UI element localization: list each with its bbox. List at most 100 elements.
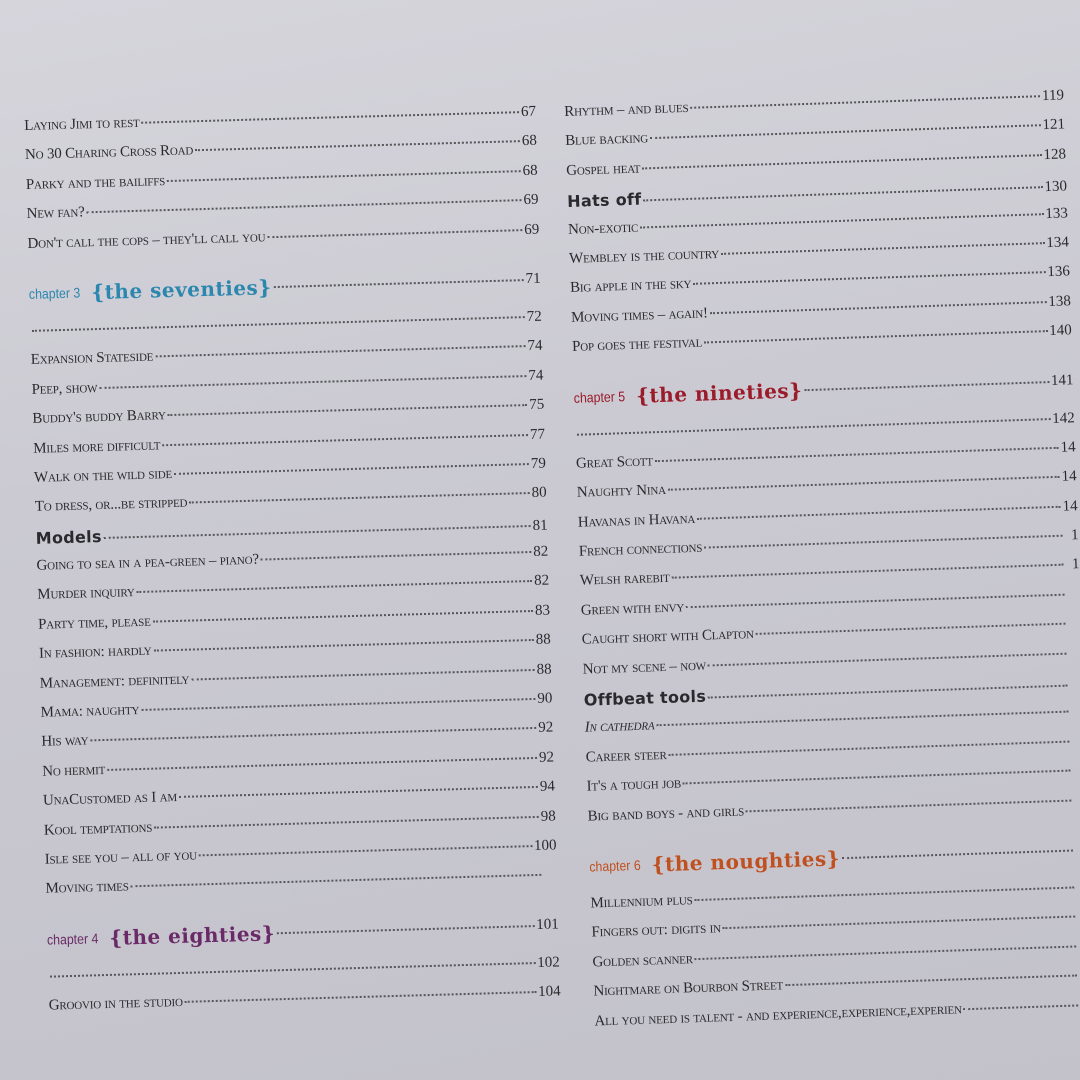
entry-title: Groovio in the studio: [48, 994, 183, 1014]
page-number: 83: [534, 602, 551, 619]
toc-right-column: Rhythm – and blues 119 Blue backing 121 Gosp…: [564, 87, 1080, 1042]
entry-title: It's a tough job: [586, 775, 682, 795]
page-number: 134: [1046, 234, 1070, 252]
dot-leader: [709, 300, 1047, 315]
dot-leader: [162, 433, 529, 446]
page-number: 67: [520, 103, 537, 121]
chapter-title: {the noughties}: [651, 846, 841, 877]
dot-leader: [841, 849, 1074, 860]
entry-title: In cathedra: [584, 717, 655, 737]
page-number: 142: [1051, 409, 1075, 427]
entry-title: Gospel heat: [565, 160, 641, 179]
entry-title: Career steer: [585, 746, 667, 766]
page-number: 14: [1060, 439, 1076, 456]
entry-title: Not my scene – now: [582, 657, 707, 678]
entry-title: Laying Jimi to rest: [24, 114, 140, 134]
entry-title: Hats off: [566, 189, 642, 212]
dot-leader: [191, 668, 535, 681]
entry-title: Welsh rarebit: [579, 570, 670, 590]
page-number: 82: [533, 543, 549, 561]
page-number: 79: [530, 455, 547, 472]
entry-title: No 30 Charing Cross Road: [24, 142, 194, 164]
page-number: 130: [1044, 178, 1068, 196]
entry-title: Wembley is the country: [568, 245, 720, 267]
chapter-title: {the nineties}: [635, 377, 803, 408]
dot-leader: [755, 622, 1066, 636]
dot-leader: [195, 140, 520, 152]
page-number: 128: [1043, 146, 1067, 163]
dot-leader: [277, 924, 535, 935]
entry-title: Isle see you – all of you: [44, 847, 198, 868]
page-number: 1: [1071, 556, 1080, 573]
dot-leader: [690, 95, 1041, 109]
page-number: 14: [1061, 468, 1077, 485]
entry-title: Great Scott: [575, 453, 654, 472]
page-number: 92: [538, 749, 555, 766]
dot-leader: [167, 169, 521, 182]
entry-title: Miles more difficult: [33, 436, 161, 457]
page-number: 140: [1049, 322, 1073, 340]
entry-title: Green with envy: [580, 599, 685, 619]
chapter-label: chapter 6: [589, 856, 641, 875]
dot-leader: [273, 279, 524, 289]
page-number: 74: [528, 367, 544, 384]
chapter-label: chapter 5: [573, 387, 626, 406]
entry-title: Kool temptations: [43, 819, 153, 839]
dot-leader: [152, 609, 533, 623]
page-number: 141: [1050, 372, 1074, 390]
entry-title: No hermit: [42, 761, 106, 780]
page-number: 14: [1062, 497, 1078, 515]
page-number: 138: [1048, 293, 1072, 310]
entry-title: New fan?: [26, 204, 85, 223]
entry-title: Walk on the wild side: [33, 465, 173, 486]
dot-leader: [643, 186, 1043, 202]
entry-title: Peep, show: [31, 379, 98, 398]
dot-leader: [153, 639, 534, 652]
dot-leader: [963, 1003, 1079, 1010]
page-number: 133: [1045, 204, 1069, 222]
entry-title: French connections: [578, 539, 703, 560]
dot-leader: [130, 874, 542, 888]
entry-title: Offbeat tools: [583, 686, 707, 710]
entry-title: Murder inquiry: [37, 584, 135, 604]
page-number: 136: [1047, 263, 1071, 281]
entry-title: In fashion: hardly: [38, 642, 152, 663]
dot-leader: [103, 524, 531, 539]
page-number: 101: [536, 916, 559, 934]
page-number: 90: [537, 690, 553, 707]
dot-leader: [136, 580, 533, 594]
dot-leader: [141, 111, 520, 124]
page-number: 104: [537, 983, 561, 1001]
entry-title: His way: [41, 732, 89, 751]
page-number: 68: [522, 162, 538, 179]
dot-leader: [154, 815, 539, 829]
entry-title: Golden scanner: [592, 950, 694, 971]
page-number: 71: [525, 271, 541, 288]
entry-title: Party time, please: [37, 613, 151, 633]
chapter-title: {the seventies}: [90, 275, 272, 305]
dot-leader: [267, 228, 523, 238]
dot-leader: [704, 534, 1063, 549]
dot-leader: [720, 242, 1045, 255]
chapter-label: chapter 4: [46, 930, 99, 948]
dot-leader: [189, 492, 530, 504]
entry-title: To dress, or...be stripped: [34, 494, 188, 516]
page-number: 119: [1041, 87, 1065, 105]
dot-leader: [745, 799, 1072, 812]
entry-title: Rhythm – and blues: [564, 99, 689, 120]
entry-title: Management: definitely: [39, 671, 190, 692]
page-number: 121: [1042, 116, 1066, 134]
dot-leader: [198, 845, 533, 857]
entry-title: Parky and the bailiffs: [25, 172, 166, 193]
page-number: 100: [533, 837, 557, 855]
entry-title: Fingers out: digits in: [591, 920, 722, 941]
dot-leader: [704, 330, 1048, 344]
entry-title: Big apple in the sky: [569, 276, 692, 297]
entry-title: Mama: naughty: [40, 702, 140, 721]
page-number: 82: [533, 572, 550, 590]
page-number: 94: [539, 778, 556, 796]
page-number: 69: [523, 191, 539, 209]
page-number: 69: [524, 221, 540, 238]
page-number: 75: [528, 396, 545, 414]
page-number: 92: [538, 719, 554, 737]
